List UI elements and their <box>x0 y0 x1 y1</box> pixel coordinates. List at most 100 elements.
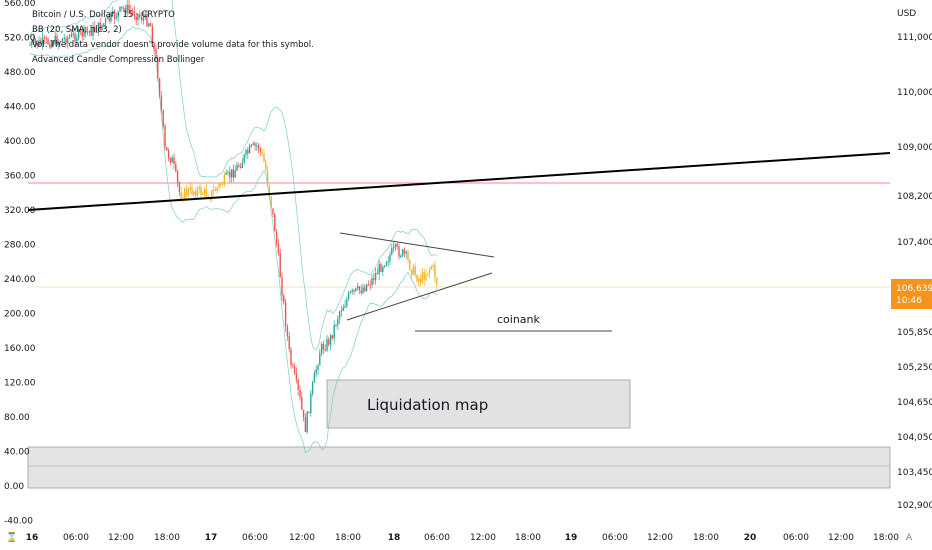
time-axis-label: 18:00 <box>873 533 899 543</box>
candle-body <box>140 16 143 21</box>
candle-body <box>81 30 83 37</box>
candle-body <box>344 305 346 308</box>
candle-body <box>216 187 218 191</box>
triangle-lower-line[interactable] <box>346 272 493 321</box>
candle-body <box>401 249 404 257</box>
acc-indicator-label[interactable]: Advanced Candle Compression Bollinger <box>32 55 205 65</box>
bb-upper-band <box>29 0 437 351</box>
candle-body <box>351 289 353 292</box>
candle-body <box>164 125 166 148</box>
candle-body <box>153 43 155 49</box>
candle-body <box>315 369 317 374</box>
left-scale-label: 120.00 <box>4 379 36 389</box>
candle-body <box>311 382 314 394</box>
candle-body <box>263 154 265 162</box>
candle-body <box>139 14 141 17</box>
left-scale-label: 160.00 <box>4 344 36 354</box>
ascending-trendline[interactable] <box>27 152 891 211</box>
time-axis-label: 12:00 <box>647 533 673 543</box>
candle-body <box>358 286 361 291</box>
bb-lower-band <box>29 26 438 454</box>
candle-body <box>304 417 307 433</box>
candle-body <box>97 22 100 33</box>
chart-legend: Bitcoin / U.S. Dollar · 15 · CRYPTO BB (… <box>32 10 314 65</box>
candle-body <box>103 23 105 25</box>
candle-body <box>317 365 319 370</box>
candle-body <box>360 290 362 294</box>
candle-body <box>308 411 310 414</box>
bb-indicator-label[interactable]: BB (20, SMA, hlc3, 2) <box>32 25 122 35</box>
candle-body <box>243 154 245 163</box>
candle-body <box>79 28 82 31</box>
candle-body <box>50 41 53 48</box>
candle-body <box>376 273 379 275</box>
candle-body <box>41 37 44 44</box>
candle-body <box>257 145 260 149</box>
candle-body <box>180 192 182 200</box>
candle-body <box>108 16 110 22</box>
candle-body <box>374 273 377 281</box>
left-scale-label: 440.00 <box>4 103 36 113</box>
candle-body <box>405 251 407 254</box>
time-axis-label: 18:00 <box>335 533 361 543</box>
candle-body <box>259 148 262 152</box>
candle-body <box>117 11 119 17</box>
candle-body <box>194 191 197 196</box>
time-axis-label: 20 <box>744 533 757 543</box>
candle-body <box>297 379 299 390</box>
candles <box>29 0 438 434</box>
candle-body <box>198 186 200 189</box>
candle-body <box>205 188 208 197</box>
candle-body <box>234 170 236 178</box>
candle-body <box>115 16 118 19</box>
candle-body <box>326 339 328 351</box>
candle-body <box>223 174 226 185</box>
candle-body <box>133 11 136 17</box>
candle-body <box>389 254 391 261</box>
candle-body <box>72 33 74 35</box>
candle-body <box>95 31 98 33</box>
timezone-icon[interactable]: ⌛ <box>6 531 17 543</box>
candle-body <box>221 184 224 186</box>
left-scale-label: 480.00 <box>4 68 36 78</box>
symbol-title[interactable]: Bitcoin / U.S. Dollar · 15 · CRYPTO <box>32 10 175 20</box>
candle-body <box>324 349 326 351</box>
candle-body <box>418 278 420 282</box>
price-scale-label: 107,400.00 <box>897 238 932 248</box>
candle-body <box>306 411 308 433</box>
candle-body <box>245 150 247 155</box>
liquidation-zone[interactable] <box>326 379 631 429</box>
time-axis-label: 12:00 <box>828 533 854 543</box>
candle-body <box>241 162 244 168</box>
candle-body <box>387 260 389 263</box>
candle-body <box>32 39 35 42</box>
time-axis[interactable]: 16 06:00 12:00 18:00 17 06:00 12:00 18:00 18 06:0… <box>26 533 900 543</box>
candle-body <box>281 276 283 296</box>
countdown-label: 10:46 <box>896 296 922 306</box>
price-scale[interactable]: USD 111,000.00 110,000.00 109,000.00 108,20… <box>891 9 932 511</box>
candle-body <box>122 7 125 9</box>
candle-body <box>369 284 371 286</box>
candle-body <box>256 145 258 147</box>
candle-body <box>68 36 71 38</box>
candle-body <box>47 38 49 45</box>
candle-body <box>329 335 332 345</box>
candle-body <box>353 289 355 292</box>
time-axis-label: 06:00 <box>242 533 268 543</box>
candle-body <box>83 27 85 37</box>
time-axis-label: 16 <box>26 533 39 543</box>
candle-body <box>171 157 173 163</box>
time-axis-label: 18 <box>388 533 401 543</box>
candle-body <box>193 191 195 195</box>
candle-body <box>59 41 62 43</box>
time-axis-label: 06:00 <box>602 533 628 543</box>
candle-body <box>254 143 256 146</box>
candle-body <box>293 366 296 374</box>
triangle-upper-line[interactable] <box>339 232 495 258</box>
candle-body <box>225 172 227 175</box>
auto-scale-icon[interactable]: A <box>906 533 913 543</box>
candle-body <box>99 22 101 31</box>
left-scale-label: 360.00 <box>4 172 36 182</box>
coinank-label: coinank <box>497 313 541 326</box>
